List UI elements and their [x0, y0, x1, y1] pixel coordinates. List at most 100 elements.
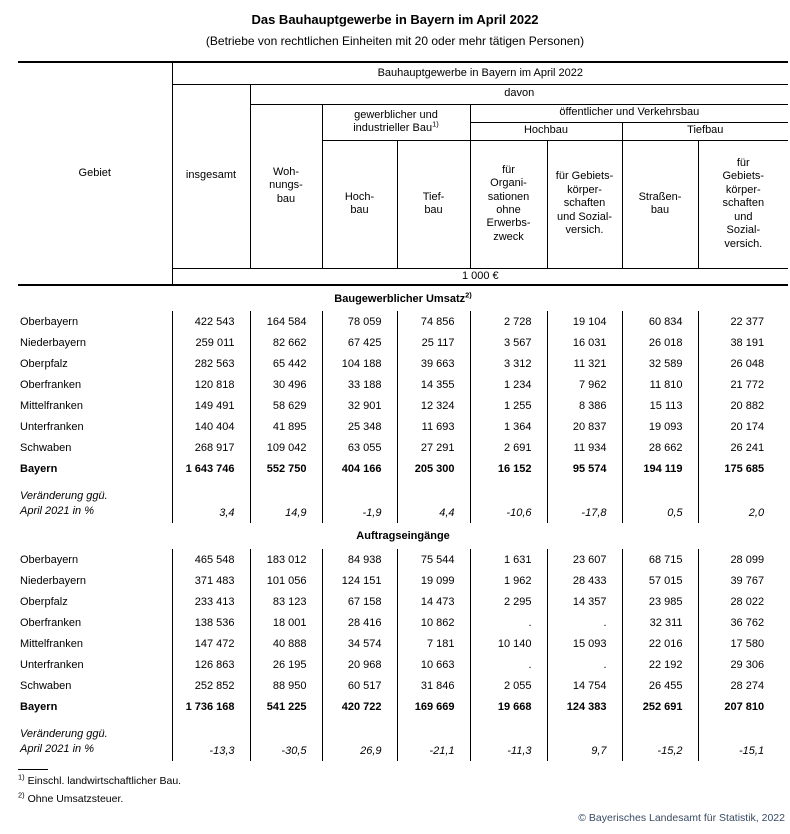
region-label: Oberbayern	[20, 315, 79, 328]
value-cell: 1 643 746	[171, 458, 250, 479]
value-cell: 371 483	[171, 570, 250, 591]
table-row: Mittelfranken 149 491 58 629 32 901 12 3…	[18, 395, 789, 416]
header-gebiet: Gebiet	[18, 61, 173, 286]
header-unit-row: 1 000 €	[171, 268, 789, 286]
page-title: Das Bauhauptgewerbe in Bayern im April 2…	[251, 12, 539, 27]
header-col-gebietskoerperschaften-tiefbau: für Gebiets- körper- schaften und Sozial…	[697, 140, 789, 269]
value-cell: 8 386	[546, 395, 622, 416]
header-col-tiefbau: Tief- bau	[396, 140, 470, 269]
value-cell: 1 255	[469, 395, 547, 416]
value-cell: 552 750	[249, 458, 322, 479]
value-cell: 33 188	[321, 374, 397, 395]
footnote-2: 2) Ohne Umsatzsteuer.	[18, 791, 790, 805]
statistics-table: Gebiet Bauhauptgewerbe in Bayern im Apri…	[18, 61, 789, 761]
footnote-rule	[18, 769, 48, 770]
value-cell: 22 192	[621, 654, 698, 675]
value-cell: 25 117	[396, 332, 470, 353]
table-row-total: Bayern 1 643 746 552 750 404 166 205 300…	[18, 458, 789, 479]
page-subtitle: (Betriebe von rechtlichen Einheiten mit …	[205, 34, 585, 48]
value-cell: 120 818	[171, 374, 250, 395]
footnote-1: 1) Einschl. landwirtschaftlicher Bau.	[18, 772, 790, 787]
region-label: Oberpfalz	[20, 595, 68, 608]
footnote-marker-2: 2)	[465, 289, 472, 299]
change-value-cell: 14,9	[249, 479, 322, 523]
value-cell: 21 772	[697, 374, 789, 395]
header-col-org-ohne-erwerbszweck: für Organi- sationen ohne Erwerbs- zweck	[469, 140, 547, 269]
value-cell: 26 241	[697, 437, 789, 458]
value-cell: 1 631	[469, 549, 547, 570]
change-value-cell: -10,6	[469, 479, 547, 523]
value-cell: 20 837	[546, 416, 622, 437]
value-cell: 207 810	[697, 696, 789, 717]
region-label: Bayern	[20, 700, 58, 713]
header-gewerblicher-bau: gewerblicher und industrieller Bau1)	[321, 104, 470, 141]
value-cell: 32 311	[621, 612, 698, 633]
region-label: Oberbayern	[20, 553, 79, 566]
table-row: Oberpfalz 282 563 65 442 104 188 39 663 …	[18, 353, 789, 374]
region-label: Oberfranken	[20, 378, 82, 391]
value-cell: 84 938	[321, 549, 397, 570]
value-cell: 194 119	[621, 458, 698, 479]
header-col-insgesamt: insgesamt	[172, 84, 250, 269]
value-cell: 57 015	[621, 570, 698, 591]
value-cell: 16 031	[546, 332, 622, 353]
change-value-cell: -15,1	[697, 717, 789, 761]
value-cell: 22 377	[697, 311, 789, 332]
table-row: Niederbayern 259 011 82 662 67 425 25 11…	[18, 332, 789, 353]
header-gewerblicher-bau-label: gewerblicher und industrieller Bau	[353, 108, 438, 134]
value-cell: 20 882	[697, 395, 789, 416]
table-row: Oberfranken 138 536 18 001 28 416 10 862…	[18, 612, 789, 633]
change-row: Veränderung ggü. April 2021 in % -13,3 -…	[18, 717, 789, 761]
value-cell: 23 607	[546, 549, 622, 570]
value-cell: 65 442	[249, 353, 322, 374]
value-cell: 140 404	[171, 416, 250, 437]
value-cell: 82 662	[249, 332, 322, 353]
change-value-cell: 9,7	[546, 717, 622, 761]
value-cell: 233 413	[171, 591, 250, 612]
value-cell: 14 754	[546, 675, 622, 696]
value-cell: 14 473	[396, 591, 470, 612]
change-value-cell: -17,8	[546, 479, 622, 523]
value-cell: .	[546, 654, 622, 675]
change-value-cell: -21,1	[396, 717, 470, 761]
value-cell: 2 295	[469, 591, 547, 612]
value-cell: 11 934	[546, 437, 622, 458]
region-label: Niederbayern	[20, 336, 87, 349]
value-cell: 39 767	[697, 570, 789, 591]
value-cell: 36 762	[697, 612, 789, 633]
region-label: Oberpfalz	[20, 357, 68, 370]
value-cell: 14 357	[546, 591, 622, 612]
value-cell: 14 355	[396, 374, 470, 395]
value-cell: 25 348	[321, 416, 397, 437]
value-cell: 16 152	[469, 458, 547, 479]
change-value-cell: -13,3	[171, 717, 250, 761]
value-cell: 38 191	[697, 332, 789, 353]
value-cell: 1 736 168	[171, 696, 250, 717]
value-cell: 1 962	[469, 570, 547, 591]
value-cell: 67 425	[321, 332, 397, 353]
value-cell: 3 567	[469, 332, 547, 353]
value-cell: 252 852	[171, 675, 250, 696]
value-cell: 404 166	[321, 458, 397, 479]
value-cell: 26 455	[621, 675, 698, 696]
footnote-1-marker: 1)	[18, 772, 25, 782]
value-cell: 259 011	[171, 332, 250, 353]
value-cell: 88 950	[249, 675, 322, 696]
value-cell: 268 917	[171, 437, 250, 458]
footnote-2-text: Ohne Umsatzsteuer.	[27, 793, 124, 805]
footnotes: 1) Einschl. landwirtschaftlicher Bau. 2)…	[18, 769, 790, 805]
value-cell: 12 324	[396, 395, 470, 416]
value-cell: 32 901	[321, 395, 397, 416]
footnote-marker-1: 1)	[432, 119, 439, 129]
region-label: Schwaben	[20, 441, 72, 454]
table-row: Unterfranken 140 404 41 895 25 348 11 69…	[18, 416, 789, 437]
value-cell: 31 846	[396, 675, 470, 696]
value-cell: .	[469, 654, 547, 675]
value-cell: 67 158	[321, 591, 397, 612]
copyright-note: © Bayerisches Landesamt für Statistik, 2…	[578, 812, 785, 824]
table-row: Oberpfalz 233 413 83 123 67 158 14 473 2…	[18, 591, 789, 612]
change-label: Veränderung ggü. April 2021 in %	[20, 490, 108, 518]
value-cell: 422 543	[171, 311, 250, 332]
header-col-gebietskoerperschaften-hochbau: für Gebiets- körper- schaften und Sozial…	[546, 140, 622, 269]
